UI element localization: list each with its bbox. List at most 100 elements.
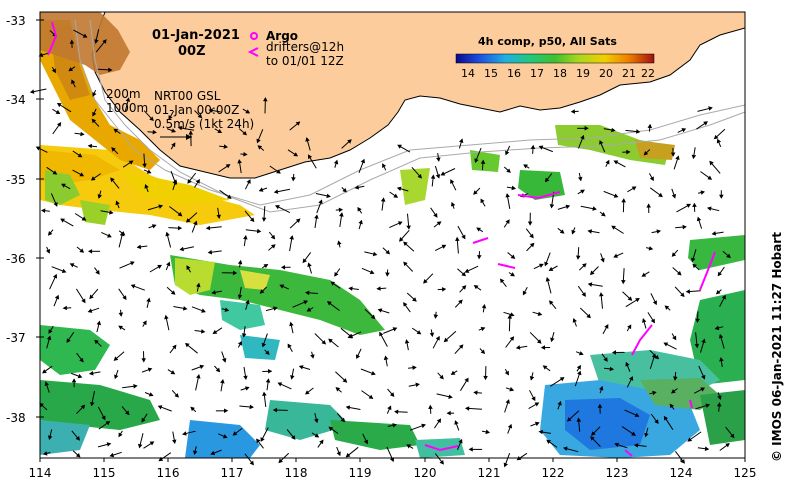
current-vector-head: [290, 375, 295, 380]
current-vector-head: [680, 292, 685, 298]
current-vector-head: [177, 211, 183, 217]
current-vector-head: [377, 308, 383, 313]
current-vector-head: [237, 159, 242, 164]
current-vector-head: [725, 443, 730, 448]
current-vector-head: [441, 244, 447, 249]
current-vector-head: [75, 435, 80, 441]
current-vector-head: [576, 255, 581, 260]
current-vector-head: [340, 417, 345, 423]
current-vector-head: [46, 335, 52, 341]
current-vector-head: [562, 446, 568, 451]
current-vector-head: [691, 154, 697, 160]
current-vector-head: [279, 284, 285, 289]
current-vector-head: [177, 125, 183, 131]
current-vector-head: [631, 431, 636, 436]
tick-marks: [36, 19, 746, 462]
lon-label: 120: [414, 466, 437, 480]
current-vector-head: [703, 121, 708, 126]
current-vector-head: [461, 234, 466, 240]
colorbar-tick: 15: [484, 67, 498, 80]
current-vector-head: [523, 164, 528, 169]
current-vector-head: [295, 121, 301, 126]
current-vector-head: [464, 406, 470, 411]
current-vector-head: [576, 417, 582, 422]
current-vector-head: [570, 109, 576, 114]
current-vector-head: [245, 299, 250, 305]
lon-axis: 114 115 116 117 118 119 120 121 122 123 …: [29, 466, 757, 480]
current-vector-head: [47, 435, 53, 441]
current-vector-head: [330, 281, 336, 286]
current-vector-head: [634, 412, 640, 417]
lon-label: 119: [349, 466, 372, 480]
current-vector-head: [114, 374, 119, 380]
current-vector-head: [142, 320, 147, 326]
current-vector-head: [455, 236, 460, 242]
current-vector-head: [339, 212, 344, 217]
current-vector-head: [644, 432, 649, 438]
current-vector-head: [587, 282, 593, 287]
current-vector-head: [217, 128, 223, 134]
current-vector-head: [473, 390, 478, 395]
current-vector-head: [394, 409, 399, 415]
current-vector-head: [440, 171, 446, 176]
current-vector-head: [454, 420, 459, 425]
current-vector-head: [201, 308, 206, 313]
colorbar-tick: 16: [507, 67, 521, 80]
current-vector-head: [507, 423, 513, 429]
current-vector-head: [614, 442, 619, 448]
current-vector-head: [673, 376, 678, 381]
current-vector-head: [599, 292, 604, 297]
current-vector-head: [719, 357, 724, 362]
current-vector-head: [631, 186, 637, 191]
current-vector-head: [406, 225, 411, 230]
current-vector-head: [435, 174, 441, 179]
current-vector-head: [428, 404, 433, 410]
current-vector-head: [170, 290, 176, 295]
current-vector-head: [345, 405, 351, 410]
current-vector-head: [504, 370, 509, 376]
current-vector-head: [151, 224, 157, 229]
current-vector-head: [165, 231, 170, 237]
lat-label: -34: [6, 93, 26, 107]
current-vector-head: [92, 111, 97, 117]
current-vector-head: [242, 130, 247, 136]
current-vector-head: [227, 194, 232, 199]
current-vector-head: [670, 389, 676, 394]
current-vector-head: [71, 378, 77, 383]
current-vector-head: [706, 206, 712, 211]
current-vector-head: [376, 286, 381, 291]
current-vector-head: [403, 302, 408, 307]
current-vector-head: [186, 265, 191, 270]
current-vector-head: [94, 39, 99, 44]
current-vector-head: [599, 385, 604, 391]
current-vector-head: [429, 332, 435, 338]
current-vector-head: [245, 109, 251, 114]
current-vector-head: [304, 390, 310, 395]
current-vector-head: [55, 109, 61, 115]
current-vector-head: [270, 234, 276, 240]
current-vector-head: [538, 429, 544, 435]
current-vector-head: [108, 67, 113, 73]
current-vector-head: [663, 342, 669, 347]
current-vector-head: [158, 456, 164, 462]
current-vector-head: [171, 439, 177, 445]
current-vector-head: [243, 375, 248, 381]
current-vector-head: [133, 384, 138, 389]
current-vector-head: [578, 351, 584, 356]
current-vector-head: [705, 403, 711, 408]
current-vector-head: [433, 213, 438, 218]
current-vector-head: [435, 335, 440, 341]
lon-label: 121: [478, 466, 501, 480]
current-vector-head: [149, 441, 155, 446]
current-vector-head: [603, 357, 608, 362]
current-vector-head: [137, 443, 143, 449]
current-vector-head: [177, 225, 183, 231]
current-vector-head: [52, 170, 58, 175]
current-vector-head: [157, 264, 163, 269]
current-vector-head: [326, 301, 332, 306]
current-vector-head: [542, 365, 548, 370]
current-vector-head: [565, 204, 571, 210]
current-vector-head: [272, 407, 278, 413]
current-vector-head: [174, 393, 179, 398]
